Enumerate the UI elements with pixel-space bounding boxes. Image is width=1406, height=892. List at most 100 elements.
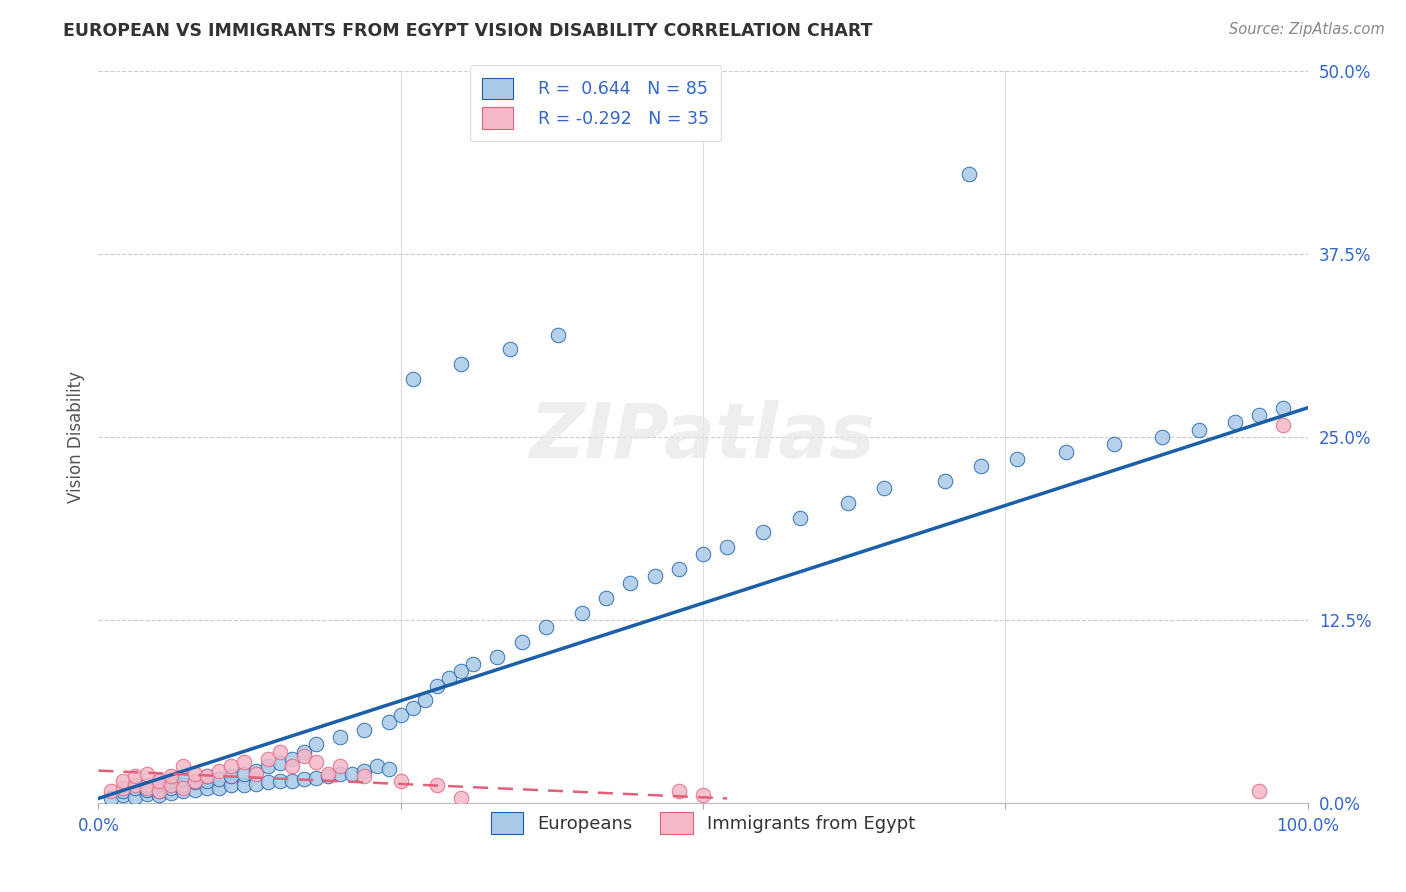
Point	[221, 769, 243, 783]
Point	[148, 784, 170, 798]
Point	[256, 759, 278, 773]
Point	[160, 778, 183, 792]
Point	[1272, 418, 1295, 433]
Point	[837, 496, 859, 510]
Point	[281, 752, 304, 766]
Point	[111, 784, 134, 798]
Point	[389, 773, 412, 788]
Point	[160, 786, 183, 800]
Point	[329, 766, 352, 780]
Point	[256, 752, 278, 766]
Point	[160, 773, 183, 788]
Point	[752, 525, 775, 540]
Point	[1223, 416, 1246, 430]
Point	[353, 764, 375, 778]
Point	[498, 343, 520, 357]
Point	[377, 762, 399, 776]
Point	[789, 510, 811, 524]
Point	[184, 773, 207, 788]
Point	[245, 764, 267, 778]
Point	[195, 769, 218, 783]
Point	[353, 723, 375, 737]
Point	[547, 327, 569, 342]
Point	[135, 778, 157, 792]
Point	[100, 791, 122, 805]
Point	[184, 766, 207, 780]
Point	[1054, 444, 1077, 458]
Point	[595, 591, 617, 605]
Point	[571, 606, 593, 620]
Point	[510, 635, 533, 649]
Point	[184, 782, 207, 797]
Point	[305, 755, 328, 769]
Legend: Europeans, Immigrants from Egypt: Europeans, Immigrants from Egypt	[479, 801, 927, 845]
Point	[208, 772, 231, 787]
Point	[245, 777, 267, 791]
Point	[1007, 452, 1029, 467]
Point	[111, 789, 134, 803]
Point	[644, 569, 666, 583]
Point	[124, 781, 146, 796]
Point	[1102, 437, 1125, 451]
Point	[413, 693, 436, 707]
Point	[245, 766, 267, 780]
Point	[135, 787, 157, 801]
Point	[426, 679, 449, 693]
Point	[208, 781, 231, 796]
Point	[402, 700, 425, 714]
Point	[353, 769, 375, 783]
Point	[124, 789, 146, 804]
Point	[221, 759, 243, 773]
Point	[873, 481, 896, 495]
Point	[269, 773, 291, 788]
Text: ZIPatlas: ZIPatlas	[530, 401, 876, 474]
Point	[437, 672, 460, 686]
Point	[195, 769, 218, 783]
Point	[172, 781, 194, 796]
Point	[148, 784, 170, 798]
Point	[172, 759, 194, 773]
Point	[172, 778, 194, 792]
Text: Source: ZipAtlas.com: Source: ZipAtlas.com	[1229, 22, 1385, 37]
Text: EUROPEAN VS IMMIGRANTS FROM EGYPT VISION DISABILITY CORRELATION CHART: EUROPEAN VS IMMIGRANTS FROM EGYPT VISION…	[63, 22, 873, 40]
Point	[426, 778, 449, 792]
Point	[195, 773, 218, 788]
Point	[232, 755, 254, 769]
Point	[100, 784, 122, 798]
Point	[184, 775, 207, 789]
Point	[450, 664, 472, 678]
Point	[389, 708, 412, 723]
Point	[970, 459, 993, 474]
Point	[619, 576, 641, 591]
Point	[1272, 401, 1295, 415]
Y-axis label: Vision Disability: Vision Disability	[66, 371, 84, 503]
Point	[135, 781, 157, 796]
Point	[692, 547, 714, 561]
Point	[111, 781, 134, 796]
Point	[172, 784, 194, 798]
Point	[232, 766, 254, 780]
Point	[292, 772, 315, 787]
Point	[316, 766, 339, 780]
Point	[148, 789, 170, 803]
Point	[534, 620, 557, 634]
Point	[450, 791, 472, 805]
Point	[172, 772, 194, 787]
Point	[716, 540, 738, 554]
Point	[305, 737, 328, 751]
Point	[195, 781, 218, 796]
Point	[1249, 784, 1271, 798]
Point	[148, 773, 170, 788]
Point	[329, 759, 352, 773]
Point	[256, 775, 278, 789]
Point	[148, 777, 170, 791]
Point	[366, 759, 388, 773]
Point	[292, 745, 315, 759]
Point	[124, 769, 146, 783]
Point	[111, 773, 134, 788]
Point	[668, 562, 690, 576]
Point	[281, 759, 304, 773]
Point	[342, 766, 364, 780]
Point	[124, 778, 146, 792]
Point	[292, 749, 315, 764]
